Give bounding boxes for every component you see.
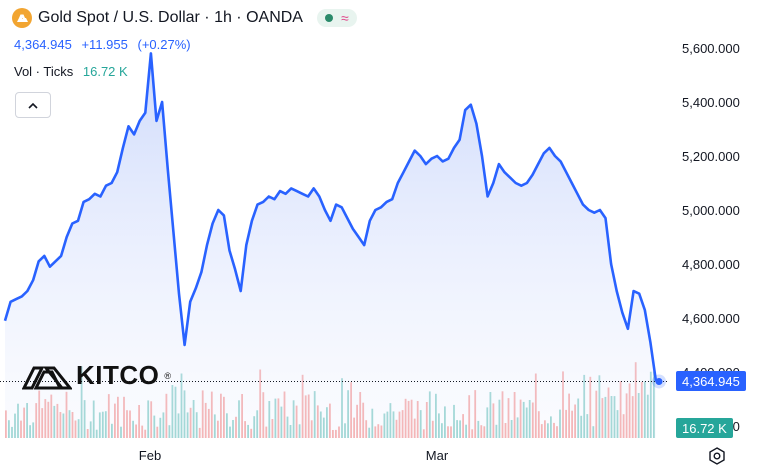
price-change-pct: (+0.27%) <box>137 37 191 52</box>
time-tick-label: Feb <box>139 448 161 463</box>
logo-text: KITCO <box>76 360 160 390</box>
price-change: +11.955 <box>81 37 128 52</box>
last-price: 4,364.945 <box>14 37 72 52</box>
price-line <box>3 52 658 382</box>
wave-icon: ≈ <box>340 10 349 26</box>
symbol-header: Gold Spot / U.S. Dollar · 1h · OANDA ≈ <box>12 8 357 28</box>
collapse-legend-button[interactable] <box>15 92 51 118</box>
settings-icon[interactable] <box>708 447 726 465</box>
time-tick-label: Mar <box>426 448 449 463</box>
symbol-title[interactable]: Gold Spot / U.S. Dollar · 1h · OANDA <box>38 9 303 26</box>
kitco-logo: KITCO ® <box>22 360 171 391</box>
price-readout: 4,364.945 +11.955 (+0.27%) <box>14 37 197 52</box>
price-tick-label: 5,600.000 <box>682 41 740 56</box>
market-status-dot <box>324 14 333 22</box>
price-tick-label: 4,800.000 <box>682 257 740 272</box>
price-tick-label: 5,000.000 <box>682 203 740 218</box>
status-badges[interactable]: ≈ <box>316 9 357 27</box>
price-area-fill <box>5 53 656 439</box>
gold-bars-icon <box>12 8 32 28</box>
price-tick-label: 5,400.000 <box>682 95 740 110</box>
time-axis[interactable]: Feb Mar <box>139 448 449 463</box>
current-price-tag: 4,364.945 <box>676 371 746 391</box>
volume-tag: 16.72 K <box>676 418 733 438</box>
volume-value: 16.72 K <box>82 64 128 79</box>
logo-registered-mark: ® <box>164 370 172 381</box>
last-price-dot <box>655 377 663 385</box>
volume-label: Vol · Ticks <box>14 64 74 79</box>
volume-legend: Vol · Ticks 16.72 K <box>14 64 128 79</box>
price-tick-label: 4,600.000 <box>682 311 740 326</box>
price-tick-label: 5,200.000 <box>682 149 740 164</box>
chevron-up-icon <box>28 102 38 109</box>
kitco-logo-mark <box>22 366 72 389</box>
